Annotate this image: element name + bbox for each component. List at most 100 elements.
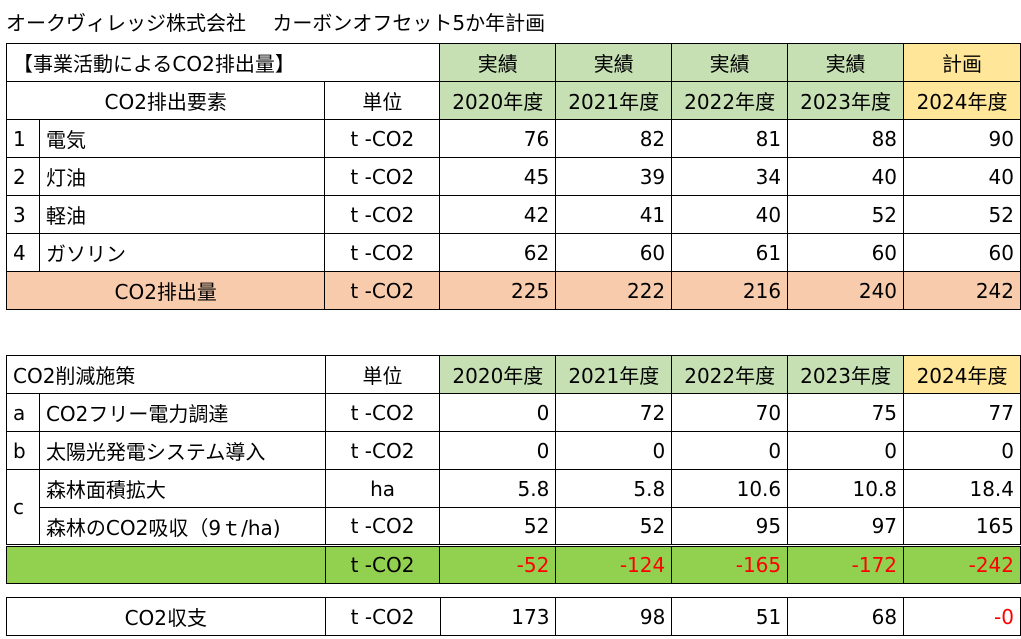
year-header: 2020年度 <box>439 355 557 394</box>
row-unit: t -CO2 <box>324 195 441 234</box>
emissions-table: 【事業活動によるCO2排出量】 実績 実績 実績 実績 計画 CO2排出要素 単… <box>5 43 1021 310</box>
row-label: 森林面積拡大 <box>38 469 326 508</box>
value-cell: 0 <box>787 431 905 470</box>
column-header-unit: 単位 <box>324 355 441 394</box>
table-row: 森林のCO2吸収（9ｔ/ha) t -CO2 52 52 95 97 165 <box>7 507 1021 546</box>
row-unit: t -CO2 <box>324 233 441 272</box>
value-cell: 60 <box>555 233 673 272</box>
value-cell: 52 <box>439 507 557 546</box>
row-unit: t -CO2 <box>324 545 441 584</box>
row-number: b <box>6 431 40 470</box>
total-value: -52 <box>439 545 557 584</box>
value-cell: 0 <box>903 431 1021 470</box>
row-unit: t -CO2 <box>324 271 441 310</box>
total-value: 222 <box>555 271 673 310</box>
value-cell: 165 <box>903 507 1021 546</box>
year-header: 2024年度 <box>903 355 1021 394</box>
table-row: c 森林面積拡大 ha 5.8 5.8 10.6 10.8 18.4 <box>6 469 1021 546</box>
row-unit: t -CO2 <box>324 507 441 546</box>
row-number: a <box>6 393 40 432</box>
reduction-total-row: t -CO2 -52 -124 -165 -172 -242 <box>6 545 1021 584</box>
balance-value: 98 <box>555 597 673 636</box>
total-label: CO2排出量 <box>5 271 326 310</box>
value-cell: 5.8 <box>555 469 673 508</box>
row-unit: ha <box>324 469 441 508</box>
balance-row: CO2収支 t -CO2 173 98 51 68 -0 <box>6 597 1021 636</box>
value-cell: 45 <box>439 157 557 196</box>
balance-value: 173 <box>439 597 557 636</box>
row-label: 太陽光発電システム導入 <box>38 431 326 470</box>
status-cell: 実績 <box>787 43 905 82</box>
value-cell: 52 <box>787 195 905 234</box>
balance-table: CO2収支 t -CO2 173 98 51 68 -0 <box>6 597 1021 636</box>
year-header: 2020年度 <box>439 81 557 120</box>
row-label: 電気 <box>38 119 326 158</box>
row-number: c <box>6 469 40 546</box>
value-cell: 76 <box>439 119 557 158</box>
year-header: 2022年度 <box>671 355 789 394</box>
value-cell: 60 <box>903 233 1021 272</box>
year-header: 2023年度 <box>787 355 905 394</box>
value-cell: 82 <box>555 119 673 158</box>
value-cell: 81 <box>671 119 789 158</box>
row-label: CO2フリー電力調達 <box>38 393 326 432</box>
value-cell: 60 <box>787 233 905 272</box>
reduction-table: CO2削減施策 単位 2020年度 2021年度 2022年度 2023年度 2… <box>6 355 1021 584</box>
value-cell: 10.8 <box>787 469 905 508</box>
value-cell: 18.4 <box>903 469 1021 508</box>
total-value: -172 <box>787 545 905 584</box>
value-cell: 62 <box>439 233 557 272</box>
value-cell: 88 <box>787 119 905 158</box>
total-value: 225 <box>439 271 557 310</box>
value-cell: 95 <box>671 507 789 546</box>
status-cell: 実績 <box>555 43 673 82</box>
value-cell: 40 <box>787 157 905 196</box>
value-cell: 34 <box>671 157 789 196</box>
balance-value: 51 <box>671 597 789 636</box>
row-label: 軽油 <box>38 195 326 234</box>
total-value: 216 <box>671 271 789 310</box>
table-row: 1 電気 t -CO2 76 82 81 88 90 <box>6 119 1021 158</box>
total-value: -242 <box>903 545 1021 584</box>
value-cell: 97 <box>787 507 905 546</box>
total-value: -124 <box>555 545 673 584</box>
row-number: 4 <box>6 233 40 272</box>
row-unit: t -CO2 <box>324 393 441 432</box>
row-number: 1 <box>6 119 40 158</box>
value-cell: 70 <box>671 393 789 432</box>
value-cell: 90 <box>903 119 1021 158</box>
value-cell: 39 <box>555 157 673 196</box>
value-cell: 77 <box>903 393 1021 432</box>
balance-value: 68 <box>787 597 905 636</box>
value-cell: 61 <box>671 233 789 272</box>
value-cell: 52 <box>903 195 1021 234</box>
status-cell: 実績 <box>671 43 789 82</box>
row-number: 2 <box>6 157 40 196</box>
row-label: 森林のCO2吸収（9ｔ/ha) <box>38 507 326 546</box>
table-row: 3 軽油 t -CO2 42 41 40 52 52 <box>6 195 1021 234</box>
value-cell: 0 <box>555 431 673 470</box>
status-cell: 実績 <box>439 43 557 82</box>
table-row: 2 灯油 t -CO2 45 39 34 40 40 <box>6 157 1021 196</box>
emissions-heading: 【事業活動によるCO2排出量】 <box>5 43 441 82</box>
row-label: 灯油 <box>38 157 326 196</box>
row-number: 3 <box>6 195 40 234</box>
status-cell: 計画 <box>903 43 1021 82</box>
value-cell: 0 <box>671 431 789 470</box>
value-cell: 10.6 <box>671 469 789 508</box>
page-title: オークヴィレッジ株式会社 カーボンオフセット5か年計画 <box>6 11 546 35</box>
year-header: 2022年度 <box>671 81 789 120</box>
column-header-unit: 単位 <box>324 81 441 120</box>
row-unit: t -CO2 <box>324 157 441 196</box>
value-cell: 72 <box>555 393 673 432</box>
reduction-heading: CO2削減施策 <box>6 355 326 394</box>
row-unit: t -CO2 <box>324 431 441 470</box>
value-cell: 40 <box>671 195 789 234</box>
value-cell: 0 <box>439 431 557 470</box>
table-row: 4 ガソリン t -CO2 62 60 61 60 60 <box>6 233 1021 272</box>
column-header-item: CO2排出要素 <box>5 81 326 120</box>
total-value: 242 <box>903 271 1021 310</box>
year-header: 2024年度 <box>903 81 1021 120</box>
value-cell: 40 <box>903 157 1021 196</box>
row-unit: t -CO2 <box>324 597 441 636</box>
